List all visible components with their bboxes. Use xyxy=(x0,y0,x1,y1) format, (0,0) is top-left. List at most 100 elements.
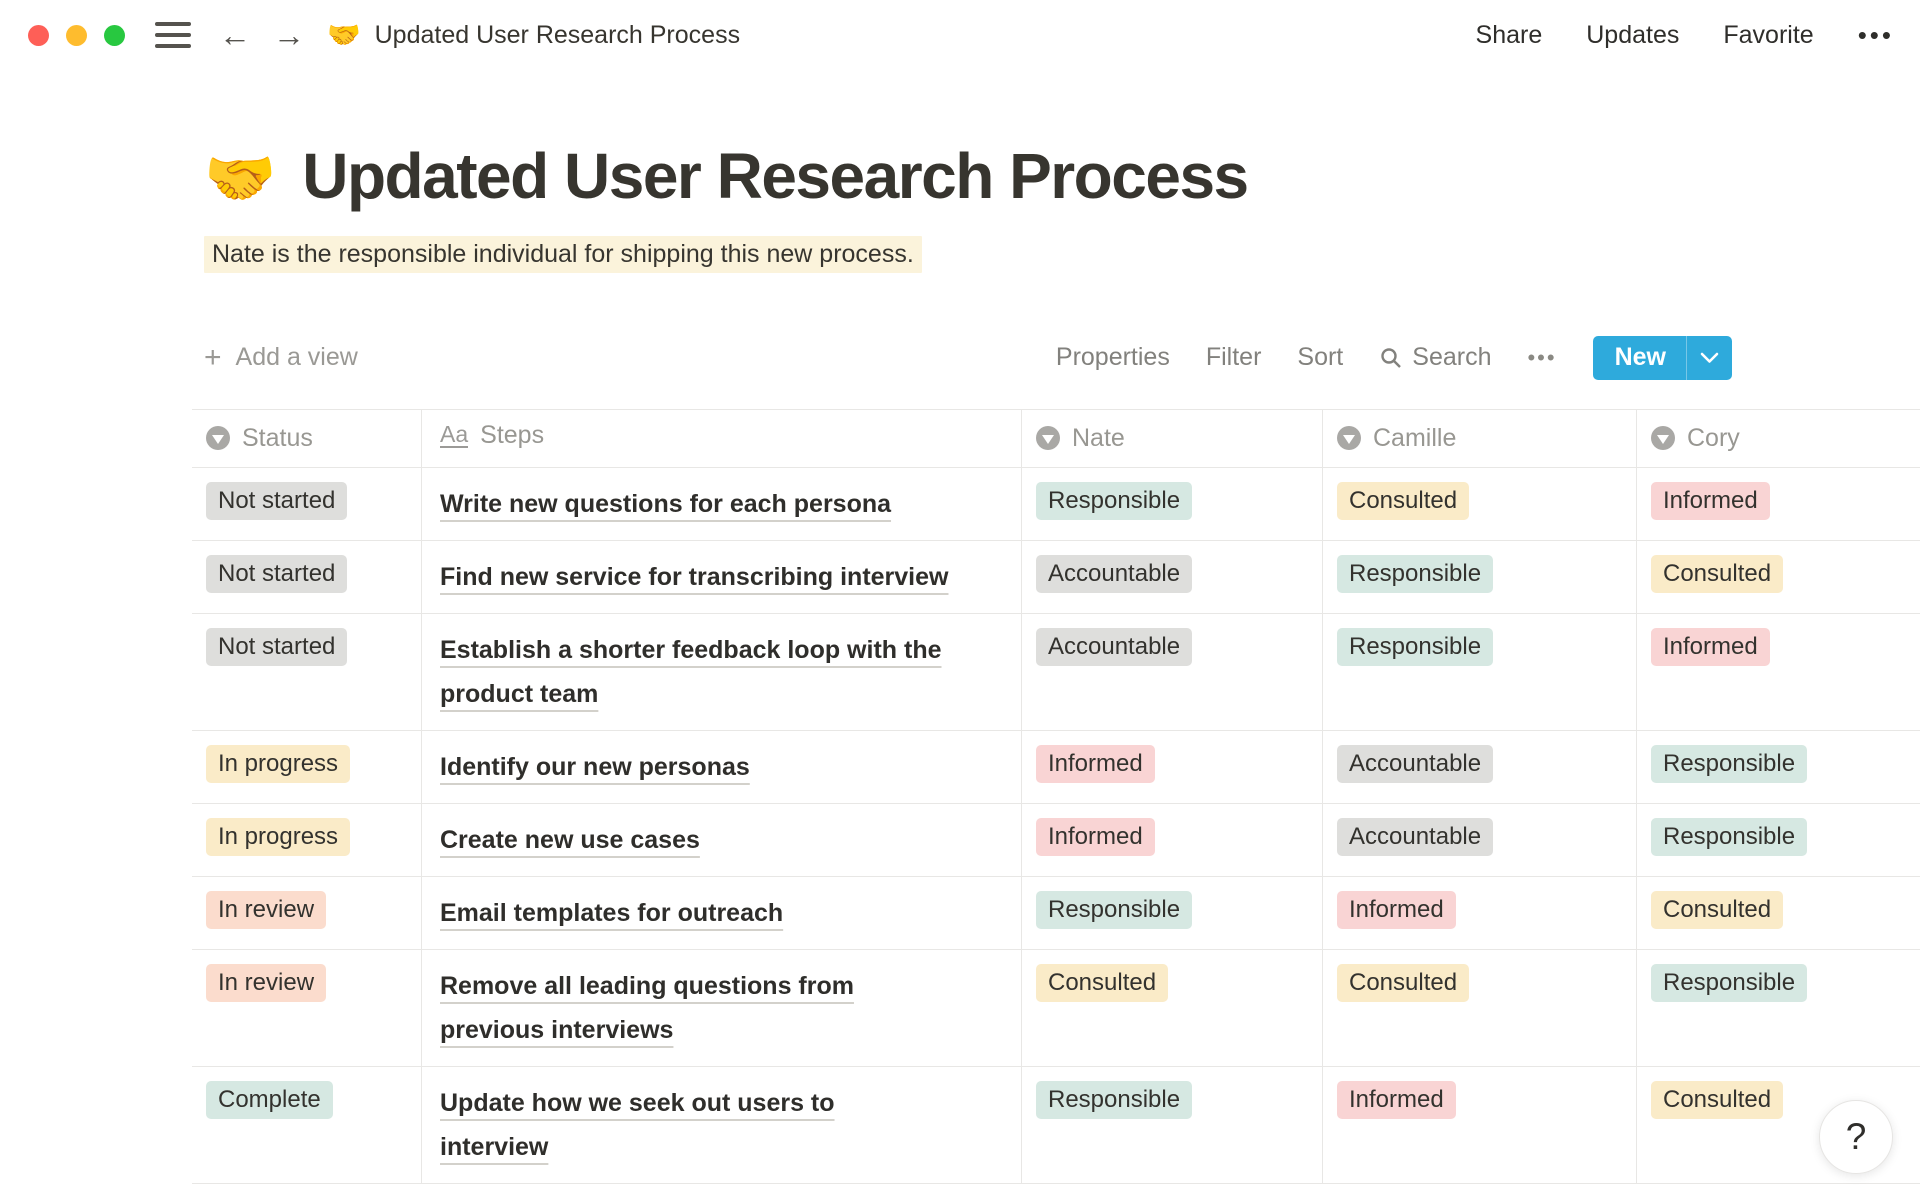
step-cell[interactable]: Find new service for transcribing interv… xyxy=(422,540,1022,613)
raci-badge: Accountable xyxy=(1036,627,1193,666)
raci-cell[interactable]: Consulted xyxy=(1323,949,1637,1066)
step-title[interactable]: Remove all leading questions from previo… xyxy=(440,971,854,1044)
page-title[interactable]: Updated User Research Process xyxy=(302,140,1249,212)
column-header-steps[interactable]: Aa Steps xyxy=(422,409,1022,467)
raci-cell[interactable]: Informed xyxy=(1323,876,1637,949)
status-badge: Not started xyxy=(206,554,348,593)
raci-badge: Responsible xyxy=(1337,627,1494,666)
sidebar-toggle-icon[interactable] xyxy=(155,22,191,48)
toolbar-more-icon[interactable]: ••• xyxy=(1527,344,1557,370)
filter-button[interactable]: Filter xyxy=(1205,343,1262,372)
status-cell[interactable]: In progress xyxy=(192,730,422,803)
raci-cell[interactable]: Accountable xyxy=(1323,803,1637,876)
step-title[interactable]: Find new service for transcribing interv… xyxy=(440,562,949,591)
raci-badge: Consulted xyxy=(1337,963,1470,1002)
updates-button[interactable]: Updates xyxy=(1586,20,1680,49)
raci-cell[interactable]: Informed xyxy=(1637,614,1920,730)
raci-badge: Consulted xyxy=(1651,890,1784,929)
raci-cell[interactable]: Responsible xyxy=(1323,540,1637,613)
window-titlebar: ← → 🤝 Updated User Research Process Shar… xyxy=(0,0,1920,70)
close-window-icon[interactable] xyxy=(28,24,49,46)
step-cell[interactable]: Create new use cases xyxy=(422,803,1022,876)
column-header-nate[interactable]: Nate xyxy=(1022,409,1323,467)
table-row: In progress Create new use cases Informed A… xyxy=(192,803,1920,877)
column-header-label: Status xyxy=(242,423,313,452)
status-badge: In review xyxy=(206,890,327,929)
step-cell[interactable]: Update how we seek out users to intervie… xyxy=(422,1066,1022,1183)
column-header-label: Camille xyxy=(1373,423,1457,452)
raci-badge: Consulted xyxy=(1651,1080,1784,1119)
minimize-window-icon[interactable] xyxy=(66,24,87,46)
step-title[interactable]: Email templates for outreach xyxy=(440,898,784,927)
step-cell[interactable]: Write new questions for each persona xyxy=(422,467,1022,540)
step-cell[interactable]: Email templates for outreach xyxy=(422,876,1022,949)
favorite-button[interactable]: Favorite xyxy=(1723,20,1814,49)
raci-badge: Accountable xyxy=(1036,554,1193,593)
status-cell[interactable]: Not started xyxy=(192,540,422,613)
raci-cell[interactable]: Responsible xyxy=(1323,613,1637,730)
status-badge: Not started xyxy=(206,627,348,666)
status-cell[interactable]: In review xyxy=(192,876,422,949)
raci-cell[interactable]: Informed xyxy=(1022,730,1323,803)
raci-cell[interactable]: Consulted xyxy=(1637,1067,1920,1183)
raci-cell[interactable]: Accountable xyxy=(1022,540,1323,613)
share-button[interactable]: Share xyxy=(1475,20,1543,49)
raci-badge: Informed xyxy=(1337,1080,1456,1119)
step-cell[interactable]: Remove all leading questions from previo… xyxy=(422,949,1022,1066)
sort-button[interactable]: Sort xyxy=(1297,343,1344,372)
raci-cell[interactable]: Responsible xyxy=(1637,950,1920,1066)
column-header-camille[interactable]: Camille xyxy=(1323,409,1637,467)
raci-cell[interactable]: Informed xyxy=(1022,803,1323,876)
raci-cell[interactable]: Informed xyxy=(1637,468,1920,540)
back-arrow-icon[interactable]: ← xyxy=(219,17,251,53)
step-cell[interactable]: Establish a shorter feedback loop with t… xyxy=(422,613,1022,730)
more-options-icon[interactable]: ••• xyxy=(1857,19,1894,50)
status-cell[interactable]: Not started xyxy=(192,613,422,730)
status-cell[interactable]: In progress xyxy=(192,803,422,876)
search-button[interactable]: Search xyxy=(1379,343,1491,372)
add-view-button[interactable]: + Add a view xyxy=(204,342,358,373)
chevron-down-icon[interactable] xyxy=(1687,336,1732,380)
status-badge: In progress xyxy=(206,817,351,856)
raci-cell[interactable]: Responsible xyxy=(1637,731,1920,803)
breadcrumb-page-title[interactable]: Updated User Research Process xyxy=(374,20,741,49)
raci-cell[interactable]: Consulted xyxy=(1637,541,1920,613)
status-cell[interactable]: Not started xyxy=(192,467,422,540)
page-emoji-icon[interactable]: 🤝 xyxy=(204,145,277,211)
step-title[interactable]: Establish a shorter feedback loop with t… xyxy=(440,635,942,708)
raci-cell[interactable]: Responsible xyxy=(1022,467,1323,540)
raci-cell[interactable]: Responsible xyxy=(1022,876,1323,949)
raci-cell[interactable]: Accountable xyxy=(1022,613,1323,730)
status-cell[interactable]: Complete xyxy=(192,1066,422,1183)
column-header-label: Cory xyxy=(1687,423,1740,452)
raci-badge: Consulted xyxy=(1036,963,1169,1002)
raci-cell[interactable]: Accountable xyxy=(1323,730,1637,803)
step-title[interactable]: Create new use cases xyxy=(440,825,700,854)
step-title[interactable]: Write new questions for each persona xyxy=(440,489,892,518)
select-property-icon xyxy=(1337,426,1361,451)
raci-cell[interactable]: Consulted xyxy=(1323,467,1637,540)
status-cell[interactable]: In review xyxy=(192,949,422,1066)
new-record-button[interactable]: New xyxy=(1592,335,1732,380)
raci-cell[interactable]: Responsible xyxy=(1022,1066,1323,1183)
raci-cell[interactable]: Informed xyxy=(1323,1066,1637,1183)
raci-cell[interactable]: Consulted xyxy=(1022,949,1323,1066)
text-property-icon: Aa xyxy=(440,421,469,449)
table-row: In progress Identify our new personas Info… xyxy=(192,730,1920,804)
raci-badge: Informed xyxy=(1337,890,1456,929)
zoom-window-icon[interactable] xyxy=(104,24,125,46)
help-button[interactable]: ? xyxy=(1819,1100,1893,1174)
status-badge: Complete xyxy=(206,1080,333,1119)
raci-badge: Responsible xyxy=(1036,1080,1193,1119)
forward-arrow-icon[interactable]: → xyxy=(273,17,305,53)
raci-cell[interactable]: Consulted xyxy=(1637,877,1920,949)
properties-button[interactable]: Properties xyxy=(1055,343,1170,372)
column-header-cory[interactable]: Cory xyxy=(1637,410,1920,467)
raci-cell[interactable]: Responsible xyxy=(1637,804,1920,876)
status-badge: In review xyxy=(206,963,327,1002)
column-header-status[interactable]: Status xyxy=(192,409,422,467)
step-title[interactable]: Identify our new personas xyxy=(440,752,750,781)
step-cell[interactable]: Identify our new personas xyxy=(422,730,1022,803)
step-title[interactable]: Update how we seek out users to intervie… xyxy=(440,1088,835,1161)
raci-badge: Responsible xyxy=(1651,963,1808,1002)
